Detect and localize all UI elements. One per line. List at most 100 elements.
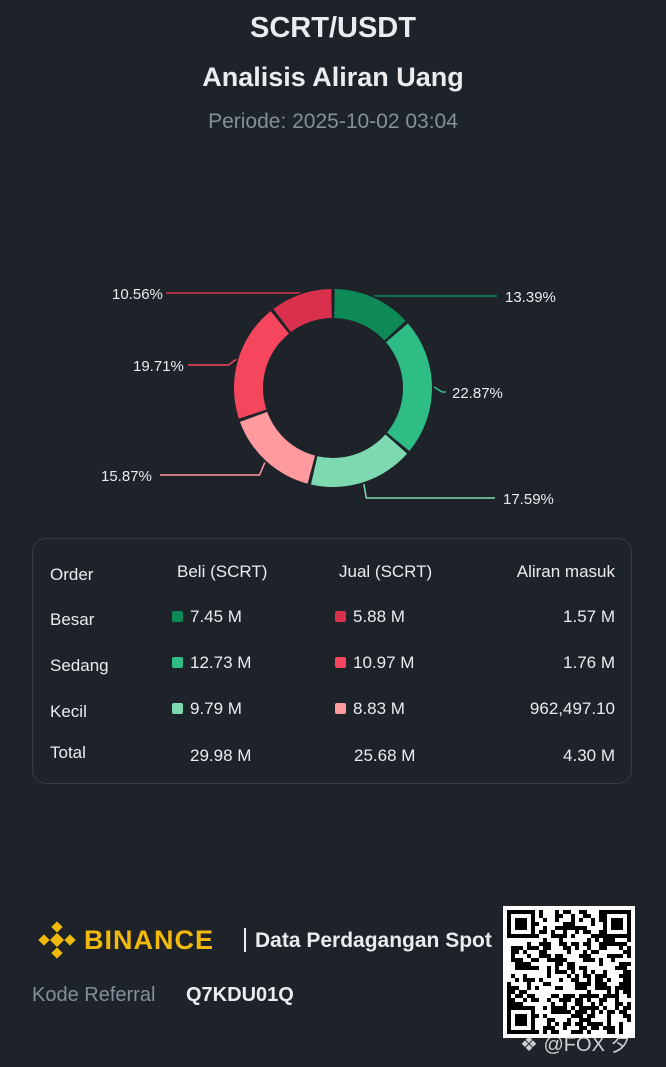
qr-module (535, 986, 539, 990)
qr-module (591, 918, 595, 922)
qr-module (623, 978, 627, 982)
qr-module (559, 926, 563, 930)
watermark: ❖ @FOX 夕 (520, 1028, 630, 1057)
qr-module (567, 946, 571, 950)
qr-module (587, 990, 591, 994)
footer-divider (244, 928, 246, 952)
qr-module (547, 942, 551, 946)
qr-module (591, 1014, 595, 1018)
qr-module (511, 990, 515, 994)
qr-module (543, 950, 547, 954)
qr-module (543, 942, 547, 946)
qr-module (611, 1010, 615, 1014)
qr-module (563, 910, 567, 914)
qr-module (511, 1002, 515, 1006)
sell-value-text: 10.97 M (353, 653, 415, 672)
qr-module (571, 994, 575, 998)
qr-module (575, 930, 579, 934)
qr-module (607, 954, 611, 958)
qr-module (555, 966, 559, 970)
donut-slice-5 (234, 311, 289, 419)
qr-module (583, 950, 587, 954)
qr-module (563, 1006, 567, 1010)
qr-module (591, 1010, 595, 1014)
donut-slice-3 (310, 434, 408, 487)
row-label-besar: Besar (50, 610, 95, 629)
qr-module (563, 994, 567, 998)
qr-module (599, 982, 603, 986)
qr-module (551, 934, 555, 938)
qr-module (543, 954, 547, 958)
qr-module (579, 1026, 583, 1030)
qr-module (571, 1014, 575, 1018)
qr-module (575, 1002, 579, 1006)
qr-module (551, 1026, 555, 1030)
qr-module (515, 966, 519, 970)
qr-module (579, 1014, 583, 1018)
qr-module (587, 942, 591, 946)
page-title: Analisis Aliran Uang (202, 62, 464, 92)
qr-module (539, 910, 543, 914)
qr-module (527, 966, 531, 970)
referral-code: Q7KDU01Q (186, 984, 294, 1006)
qr-module (611, 958, 615, 962)
qr-module (579, 910, 583, 914)
qr-module (603, 994, 607, 998)
qr-module (571, 942, 575, 946)
qr-module (571, 922, 575, 926)
qr-module (527, 994, 531, 998)
qr-module (559, 942, 563, 946)
qr-module (591, 1026, 595, 1030)
qr-module (607, 1010, 611, 1014)
qr-module (627, 962, 631, 966)
footer-tagline: Data Perdagangan Spot (255, 929, 492, 952)
qr-module (555, 970, 559, 974)
sell-medium-swatch (335, 657, 346, 668)
qr-module (559, 1006, 563, 1010)
qr-module (599, 1010, 603, 1014)
qr-module (551, 958, 555, 962)
qr-module (511, 998, 515, 1002)
qr-module (583, 974, 587, 978)
qr-module (535, 1014, 539, 1018)
watermark-icon: ❖ (520, 1034, 538, 1056)
qr-module (543, 918, 547, 922)
qr-module (567, 966, 571, 970)
qr-module (627, 1002, 631, 1006)
qr-module (599, 914, 603, 918)
qr-module (595, 986, 599, 990)
qr-module (583, 954, 587, 958)
qr-module (607, 986, 611, 990)
qr-module (619, 1030, 623, 1034)
qr-module (587, 946, 591, 950)
qr-module (515, 946, 519, 950)
qr-module (607, 1022, 611, 1026)
qr-module (547, 966, 551, 970)
qr-module (523, 998, 527, 1002)
qr-module (583, 1010, 587, 1014)
qr-module (571, 934, 575, 938)
qr-module (579, 982, 583, 986)
qr-module (527, 962, 531, 966)
qr-module (603, 1026, 607, 1030)
buy-value-besar: 7.45 M (172, 607, 242, 627)
qr-code (503, 906, 635, 1038)
qr-module (555, 994, 559, 998)
slice-label-6: 10.56% (112, 286, 163, 303)
qr-module (559, 954, 563, 958)
qr-module (575, 1022, 579, 1026)
qr-module (591, 1002, 595, 1006)
qr-module (543, 938, 547, 942)
qr-module (611, 938, 615, 942)
qr-module (627, 982, 631, 986)
qr-module (611, 942, 615, 946)
qr-module (543, 946, 547, 950)
qr-module (623, 1014, 627, 1018)
qr-module (583, 994, 587, 998)
qr-module (615, 966, 619, 970)
slice-label-5: 19.71% (133, 358, 184, 375)
qr-module (539, 950, 543, 954)
qr-module (627, 994, 631, 998)
qr-module (591, 958, 595, 962)
qr-module (571, 970, 575, 974)
